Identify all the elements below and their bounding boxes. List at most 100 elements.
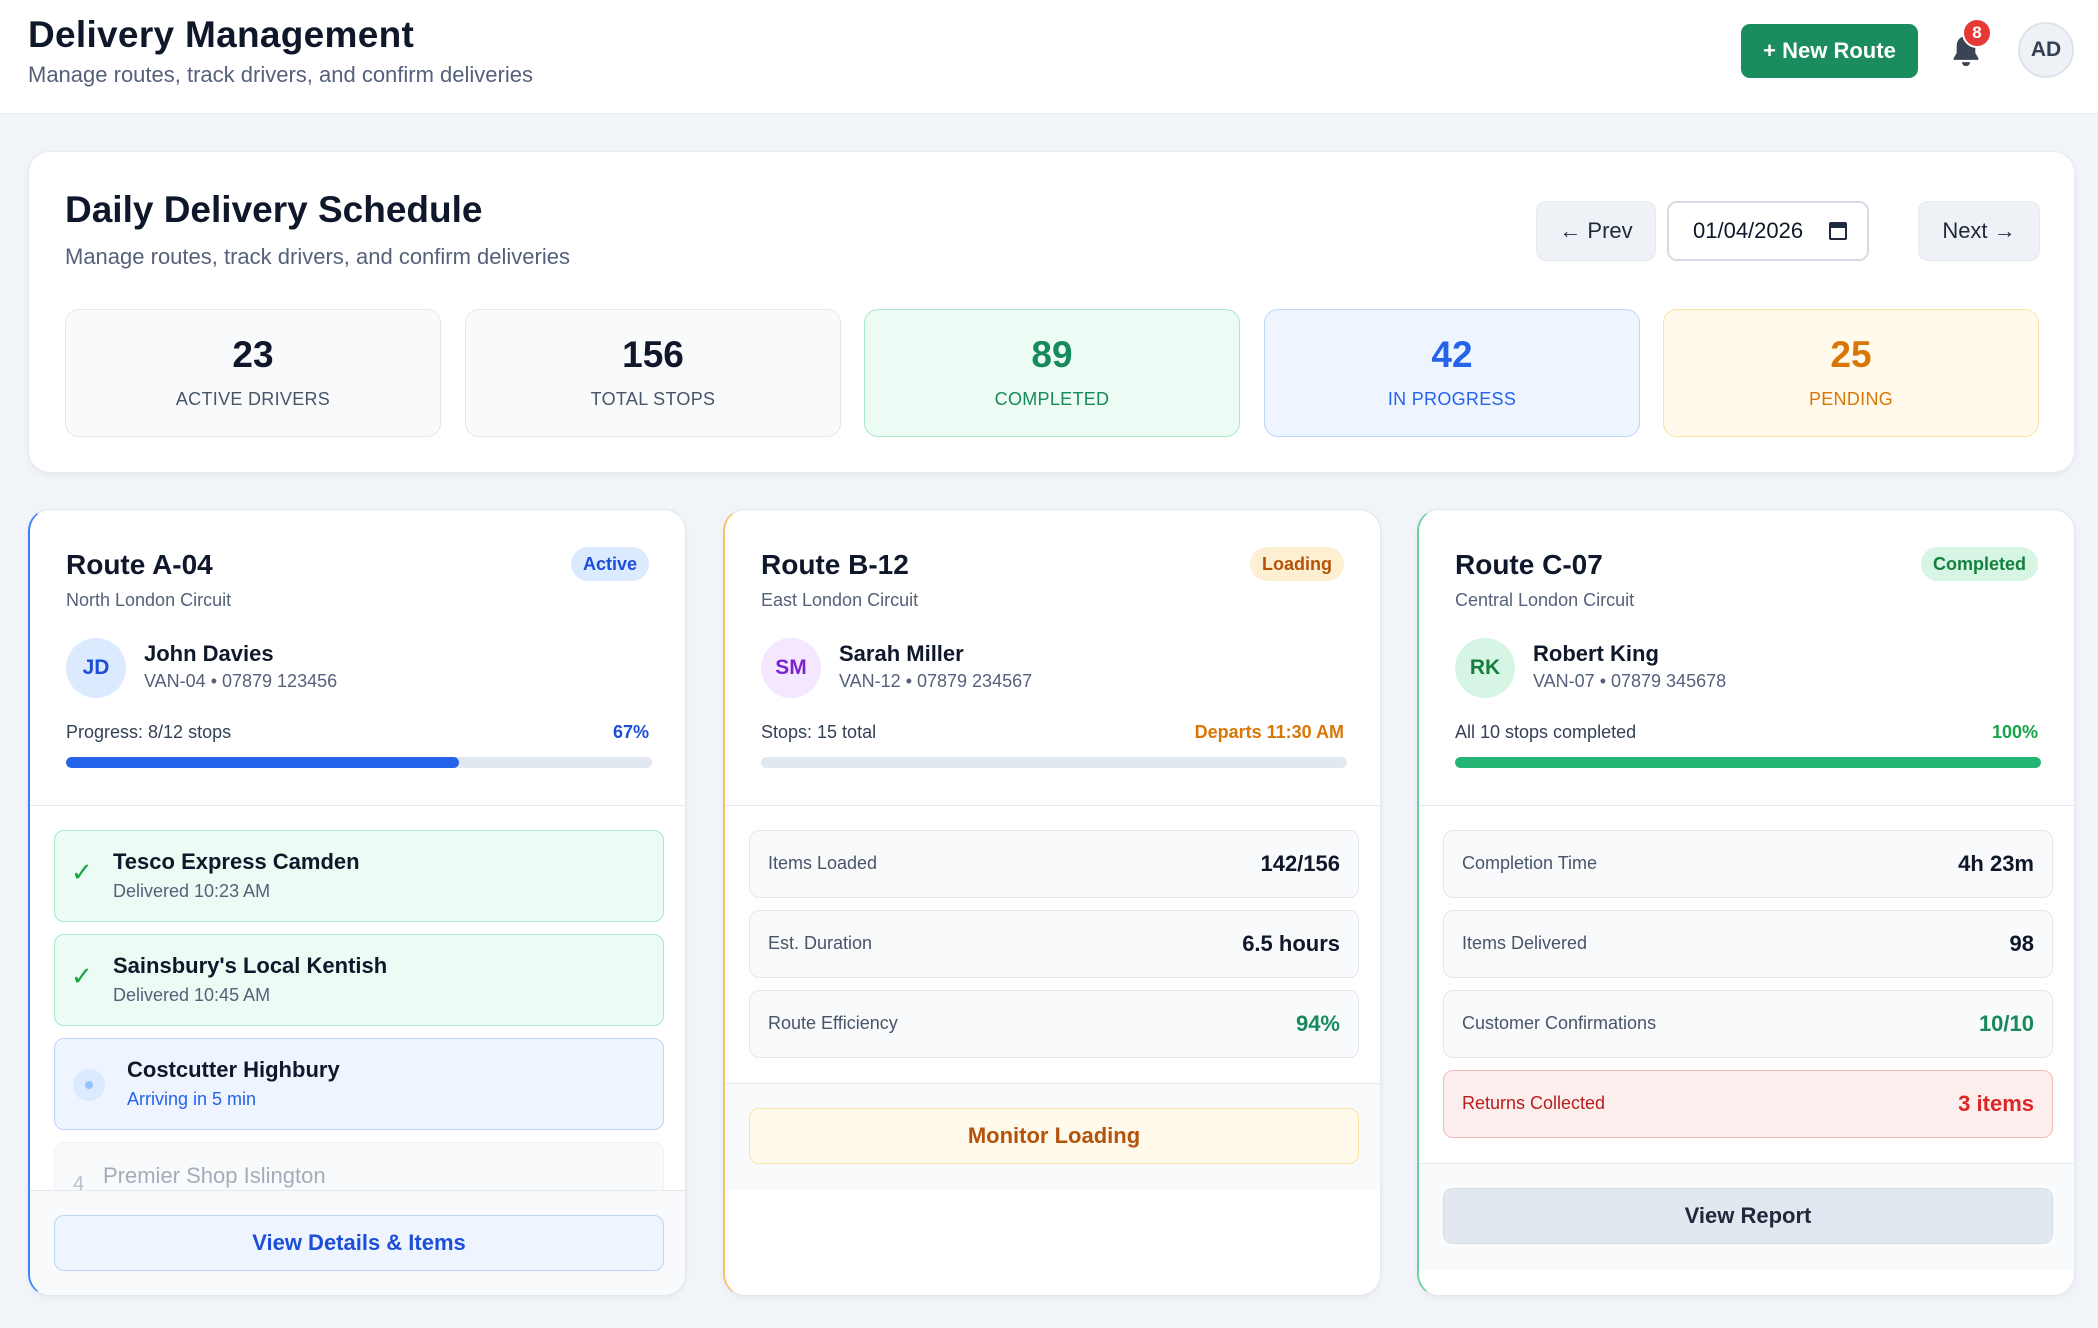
progress-value: 67% (612, 722, 649, 742)
route-card-c07: Route C-07 Central London Circuit Comple… (1417, 509, 2075, 1296)
stat-value: 156 (622, 334, 684, 375)
stop-item[interactable]: ✓ Sainsbury's Local Kentish Delivered 10… (54, 934, 664, 1026)
calendar-icon[interactable] (1829, 222, 1847, 240)
in-progress-icon (73, 1069, 105, 1101)
route-area: East London Circuit (761, 590, 919, 610)
progress-fill (1455, 757, 2041, 768)
status-badge: Active (570, 547, 649, 581)
check-icon: ✓ (71, 857, 93, 887)
next-day-button[interactable]: Next → (1918, 201, 2040, 261)
metric-value: 10/10 (1978, 1011, 2034, 1036)
route-area: North London Circuit (66, 590, 232, 610)
route-title: Route A-04 (66, 549, 213, 580)
progress-value: 100% (1991, 722, 2038, 742)
monitor-loading-button[interactable]: Monitor Loading (749, 1108, 1359, 1164)
stat-label: TOTAL STOPS (590, 389, 716, 409)
stat-label: COMPLETED (994, 389, 1110, 409)
stat-value: 23 (232, 334, 274, 375)
notification-badge: 8 (1962, 18, 1992, 48)
driver-avatar: JD (66, 638, 126, 698)
metric-row: Items Delivered 98 (1443, 910, 2053, 978)
driver-name: Robert King (1533, 641, 1659, 666)
divider (1419, 805, 2074, 806)
progress-label: All 10 stops completed (1455, 722, 1637, 742)
driver-name: Sarah Miller (839, 641, 964, 666)
check-icon: ✓ (71, 961, 93, 991)
status-badge: Completed (1920, 547, 2038, 581)
driver-avatar: RK (1455, 638, 1515, 698)
stat-value: 42 (1431, 334, 1473, 375)
divider (725, 805, 1380, 806)
metric-value: 98 (2009, 931, 2034, 956)
schedule-subtitle: Manage routes, track drivers, and confir… (65, 244, 570, 269)
metric-label: Returns Collected (1462, 1093, 1606, 1113)
metric-label: Items Delivered (1462, 933, 1588, 953)
app-title: Delivery Management (28, 14, 415, 55)
metric-label: Completion Time (1462, 853, 1598, 873)
metric-value: 3 items (1958, 1091, 2034, 1116)
date-picker[interactable]: 01/04/2026 (1667, 201, 1869, 261)
departure-time: Departs 11:30 AM (1194, 722, 1344, 742)
stop-name: Sainsbury's Local Kentish (113, 953, 388, 978)
metric-value: 142/156 (1260, 851, 1340, 876)
stat-label: ACTIVE DRIVERS (175, 389, 331, 409)
progress-bar (1455, 757, 2041, 768)
prev-day-button[interactable]: ← Prev (1536, 201, 1656, 261)
driver-meta: VAN-07 • 07879 345678 (1533, 671, 1727, 691)
stop-status: Delivered 10:45 AM (113, 985, 271, 1005)
stat-pending: 25 PENDING (1663, 309, 2039, 437)
route-title: Route C-07 (1455, 549, 1603, 580)
app-subtitle: Manage routes, track drivers, and confir… (28, 62, 533, 87)
view-details-button[interactable]: View Details & Items (54, 1215, 664, 1271)
driver-avatar: SM (761, 638, 821, 698)
metric-value: 4h 23m (1958, 851, 2034, 876)
metric-label: Customer Confirmations (1462, 1013, 1657, 1033)
stat-label: IN PROGRESS (1387, 389, 1517, 409)
driver-name: John Davies (144, 641, 274, 666)
stat-completed: 89 COMPLETED (864, 309, 1240, 437)
status-badge: Loading (1250, 547, 1344, 581)
progress-bar (761, 757, 1347, 768)
stat-label: PENDING (1808, 389, 1894, 409)
metric-row: Customer Confirmations 10/10 (1443, 990, 2053, 1058)
route-card-a04: Route A-04 North London Circuit Active J… (28, 509, 686, 1296)
new-route-button[interactable]: + New Route (1741, 24, 1918, 78)
divider (30, 805, 685, 806)
metric-value: 6.5 hours (1242, 931, 1340, 956)
driver-meta: VAN-12 • 07879 234567 (839, 671, 1033, 691)
schedule-title: Daily Delivery Schedule (65, 189, 483, 230)
stat-value: 25 (1830, 334, 1872, 375)
metric-row-returns: Returns Collected 3 items (1443, 1070, 2053, 1138)
route-area: Central London Circuit (1455, 590, 1635, 610)
metric-label: Est. Duration (768, 933, 873, 953)
stop-number: 4 (73, 1173, 85, 1195)
view-report-button[interactable]: View Report (1443, 1188, 2053, 1244)
stop-item[interactable]: Costcutter Highbury Arriving in 5 min (54, 1038, 664, 1130)
stop-name: Costcutter Highbury (127, 1057, 340, 1082)
route-card-b12: Route B-12 East London Circuit Loading S… (723, 509, 1381, 1296)
stat-total-stops: 156 TOTAL STOPS (465, 309, 841, 437)
route-title: Route B-12 (761, 549, 909, 580)
date-value: 01/04/2026 (1693, 218, 1804, 243)
stop-status: Arriving in 5 min (127, 1089, 257, 1109)
user-avatar[interactable]: AD (2018, 22, 2074, 78)
top-header: Delivery Management Manage routes, track… (0, 0, 2098, 114)
progress-label: Progress: 8/12 stops (66, 722, 232, 742)
stop-name: Premier Shop Islington (103, 1163, 326, 1188)
stat-active-drivers: 23 ACTIVE DRIVERS (65, 309, 441, 437)
progress-bar (66, 757, 652, 768)
driver-meta: VAN-04 • 07879 123456 (144, 671, 338, 691)
schedule-card: Daily Delivery Schedule Manage routes, t… (28, 151, 2075, 473)
metric-row: Items Loaded 142/156 (749, 830, 1359, 898)
metric-label: Route Efficiency (768, 1013, 898, 1033)
card-footer: View Details & Items (30, 1190, 685, 1295)
stop-item[interactable]: ✓ Tesco Express Camden Delivered 10:23 A… (54, 830, 664, 922)
card-footer: View Report (1419, 1163, 2074, 1270)
stat-value: 89 (1031, 334, 1073, 375)
progress-label: Stops: 15 total (761, 722, 877, 742)
stat-in-progress: 42 IN PROGRESS (1264, 309, 1640, 437)
metric-row: Completion Time 4h 23m (1443, 830, 2053, 898)
metric-row: Route Efficiency 94% (749, 990, 1359, 1058)
progress-fill (66, 757, 459, 768)
stop-status: Delivered 10:23 AM (113, 881, 271, 901)
